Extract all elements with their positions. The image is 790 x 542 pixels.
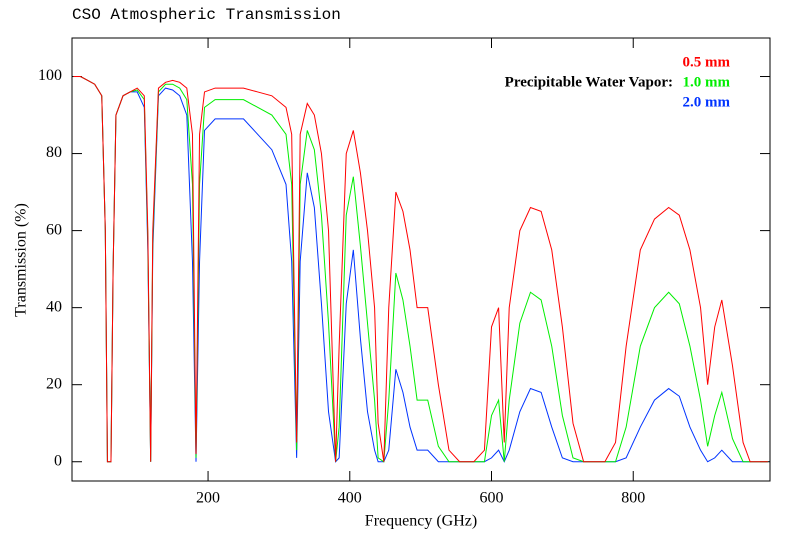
y-tick-label: 100 (38, 67, 62, 84)
x-axis-label: Frequency (GHz) (365, 513, 477, 530)
y-tick-label: 40 (46, 298, 62, 315)
x-tick-label: 400 (338, 490, 362, 507)
series-line (73, 76, 768, 463)
x-tick-label: 800 (621, 490, 645, 507)
legend-label: 2.0 mm (683, 94, 731, 110)
y-axis-label: Transmission (%) (13, 203, 30, 317)
plot-frame (71, 37, 771, 482)
legend-label: 0.5 mm (683, 54, 731, 70)
chart-title: CSO Atmospheric Transmission (72, 6, 341, 24)
y-tick-label: 0 (54, 452, 62, 469)
legend-title: Precipitable Water Vapor: (505, 74, 673, 90)
y-tick-label: 60 (46, 221, 62, 238)
legend-label: 1.0 mm (683, 74, 731, 90)
y-tick-label: 80 (46, 144, 62, 161)
y-tick-label: 20 (46, 375, 62, 392)
x-tick-label: 200 (196, 490, 220, 507)
x-tick-label: 600 (480, 490, 504, 507)
